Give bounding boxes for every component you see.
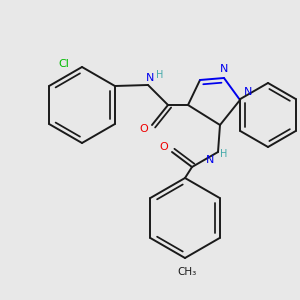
Text: N: N (146, 73, 154, 83)
Text: Cl: Cl (58, 59, 69, 69)
Text: H: H (156, 70, 164, 80)
Text: CH₃: CH₃ (177, 267, 196, 277)
Text: N: N (244, 87, 252, 97)
Text: O: O (160, 142, 168, 152)
Text: N: N (206, 155, 214, 165)
Text: N: N (220, 64, 228, 74)
Text: H: H (220, 149, 228, 159)
Text: O: O (140, 124, 148, 134)
